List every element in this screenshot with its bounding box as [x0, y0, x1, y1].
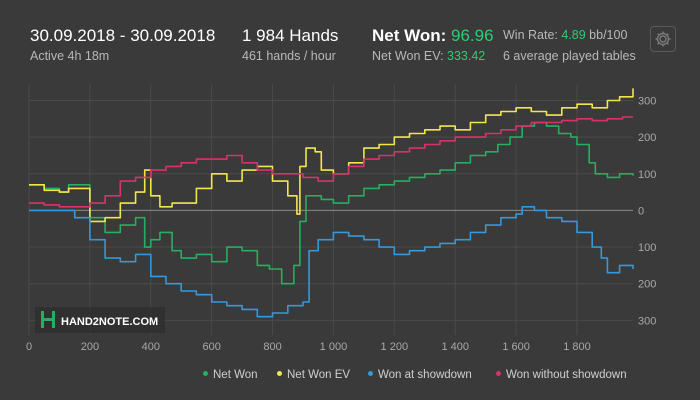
- y-tick-label: 0: [638, 205, 644, 217]
- hand2note-logo: HAND2NOTE.COM: [35, 307, 165, 333]
- date-range: 30.09.2018 - 30.09.2018: [30, 26, 216, 45]
- legend-label: Net Won: [213, 369, 258, 381]
- x-tick-label: 400: [142, 341, 160, 353]
- average-tables: 6 average played tables: [503, 49, 636, 63]
- legend-won-without-showdown[interactable]: Won without showdown: [496, 369, 627, 381]
- series-line-net-won-ev: [29, 88, 634, 223]
- legend-net-won[interactable]: Net Won: [203, 369, 258, 381]
- logo-background: [35, 307, 165, 333]
- y-tick-label: 100: [638, 169, 656, 181]
- x-tick-label: 0: [26, 341, 32, 353]
- legend-label: Won at showdown: [378, 369, 472, 381]
- win-rate-label: Win Rate:: [503, 28, 562, 42]
- legend-dot: [203, 371, 208, 377]
- net-won-ev-summary: Net Won EV: 333.42: [372, 49, 485, 63]
- hands-per-hour: 461 hands / hour: [242, 49, 336, 63]
- chart-ticks: 0 200 400 600 800 1 000 1 200 1 400 1 600 1 800 30…: [26, 95, 656, 353]
- net-won-label: Net Won:: [372, 26, 452, 45]
- gear-icon: [655, 31, 671, 47]
- legend-dot: [368, 371, 373, 377]
- x-tick-label: 200: [81, 341, 99, 353]
- x-tick-label: 1 600: [502, 341, 530, 353]
- settings-button[interactable]: [650, 26, 676, 52]
- legend-net-won-ev[interactable]: Net Won EV: [277, 369, 350, 381]
- chart-series: [29, 88, 634, 318]
- x-tick-label: 600: [202, 341, 220, 353]
- series-line-net-won: [29, 121, 634, 285]
- legend-dot: [496, 371, 501, 377]
- series-line-won-at-showdown: [29, 206, 634, 318]
- legend-won-at-showdown[interactable]: Won at showdown: [368, 369, 472, 381]
- x-tick-label: 800: [263, 341, 281, 353]
- win-rate-summary: Win Rate: 4.89 bb/100: [503, 28, 627, 42]
- y-tick-label: 300: [638, 315, 656, 327]
- x-tick-label: 1 200: [381, 341, 409, 353]
- x-tick-label: 1 800: [563, 341, 591, 353]
- chart-grid: [28, 84, 633, 335]
- x-tick-label: 1 000: [320, 341, 348, 353]
- legend-dot: [277, 371, 282, 377]
- net-won-value: 96.96: [451, 26, 494, 45]
- logo-text: HAND2NOTE.COM: [61, 316, 158, 328]
- y-tick-label: 300: [638, 95, 656, 107]
- legend-label: Net Won EV: [287, 369, 351, 381]
- net-won-ev-value: 333.42: [447, 49, 486, 63]
- logo-mark-icon: [41, 311, 55, 328]
- hands-count: 1 984 Hands: [242, 26, 339, 45]
- net-won-ev-label: Net Won EV:: [372, 49, 448, 63]
- active-time: Active 4h 18m: [30, 49, 110, 63]
- y-tick-label: 100: [638, 242, 656, 254]
- win-rate-value: 4.89: [561, 28, 586, 42]
- series-line-won-without-showdown: [29, 116, 633, 208]
- y-tick-label: 200: [638, 279, 656, 291]
- x-tick-label: 1 400: [441, 341, 469, 353]
- legend-label: Won without showdown: [506, 369, 627, 381]
- net-won-summary: Net Won: 96.96: [372, 26, 494, 46]
- win-rate-unit: bb/100: [585, 28, 628, 42]
- y-tick-label: 200: [638, 132, 656, 144]
